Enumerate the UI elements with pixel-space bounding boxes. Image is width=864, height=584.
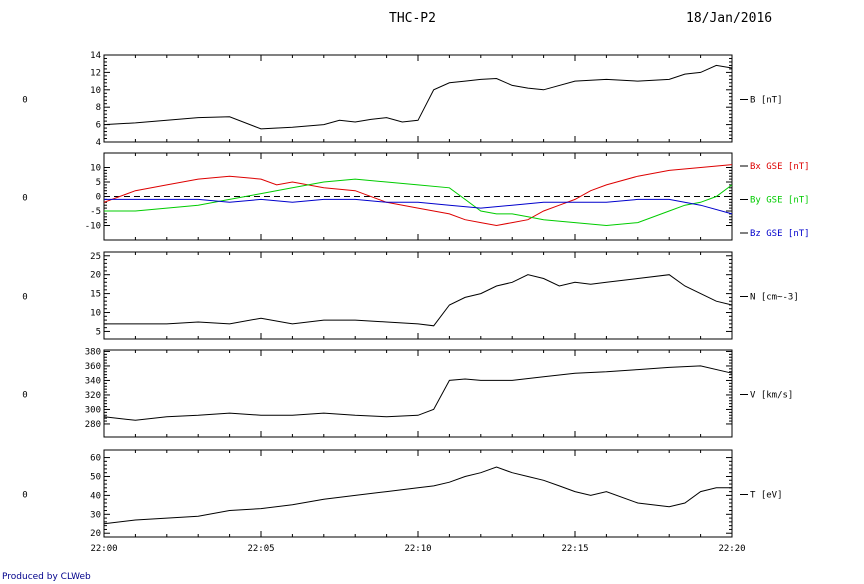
series-line-n [104, 274, 733, 327]
y-tick-label: 10 [90, 86, 101, 96]
panel-frame [103, 449, 733, 538]
x-tick-label: 22:10 [404, 544, 431, 554]
legend-entry: T [eV] [750, 491, 783, 501]
y-tick-label: 12 [90, 68, 101, 78]
y-tick-label: 360 [85, 362, 101, 372]
legend-entry: Bx GSE [nT] [750, 162, 810, 172]
y-tick-label: 4 [96, 138, 101, 148]
y-tick-label: 60 [90, 454, 101, 464]
x-tick-label: 22:15 [561, 544, 588, 554]
panel-left-label: 0 [22, 491, 27, 501]
panel-left-label: 0 [22, 96, 27, 106]
y-tick-label: 10 [90, 309, 101, 319]
x-tick-label: 22:05 [247, 544, 274, 554]
y-tick-label: 8 [96, 103, 101, 113]
y-tick-label: -10 [85, 222, 101, 232]
y-tick-label: 25 [90, 252, 101, 262]
series-line-by [104, 178, 733, 227]
series-line-b [103, 64, 733, 130]
y-tick-label: 14 [90, 51, 101, 61]
panel-left-label: 0 [22, 293, 27, 303]
legend-entry: B [nT] [750, 96, 783, 106]
series-line-bz [104, 198, 733, 215]
y-tick-label: 320 [85, 391, 101, 401]
y-tick-label: 280 [85, 420, 101, 430]
legend-entry: By GSE [nT] [750, 196, 810, 206]
legend-entry: N [cm~-3] [750, 293, 799, 303]
x-tick-label: 22:20 [718, 544, 745, 554]
chart-date: 18/Jan/2016 [686, 11, 773, 26]
y-tick-label: 5 [96, 327, 101, 337]
y-tick-label: 20 [90, 271, 101, 281]
series-line-v [103, 365, 733, 421]
series-line-bx [103, 164, 733, 227]
legend-entry: Bz GSE [nT] [750, 229, 810, 239]
panel-frame [103, 54, 733, 143]
y-tick-label: 50 [90, 472, 101, 482]
y-tick-label: 10 [90, 164, 101, 174]
y-tick-label: 340 [85, 376, 101, 386]
y-tick-label: 40 [90, 491, 101, 501]
panel-left-label: 0 [22, 391, 27, 401]
panel-frame [103, 349, 733, 438]
x-tick-label: 22:00 [90, 544, 117, 554]
y-tick-label: 30 [90, 510, 101, 520]
chart-title: THC-P2 [389, 11, 436, 26]
y-tick-label: 15 [90, 290, 101, 300]
y-tick-label: 6 [96, 121, 101, 131]
panel-left-label: 0 [22, 194, 27, 204]
y-tick-label: -5 [90, 207, 101, 217]
series-line-t [103, 466, 732, 525]
y-tick-label: 5 [96, 178, 101, 188]
credit-line: Produced by CLWeb [2, 572, 91, 582]
y-tick-label: 0 [96, 193, 101, 203]
legend-entry: V [km/s] [750, 391, 793, 401]
panel-frame [103, 251, 733, 340]
y-tick-label: 380 [85, 347, 101, 357]
y-tick-label: 300 [85, 405, 101, 415]
y-tick-label: 20 [90, 529, 101, 539]
